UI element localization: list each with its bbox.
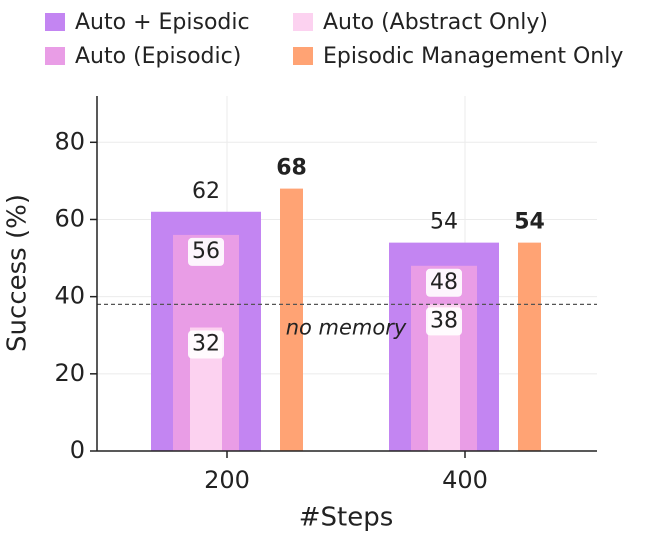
baseline-label: no memory (286, 315, 407, 339)
value-label: 54 (514, 210, 545, 235)
legend-swatch (45, 47, 65, 65)
value-label: 68 (276, 156, 307, 181)
y-tick-label: 40 (54, 282, 85, 310)
x-axis-label: #Steps (299, 503, 394, 533)
legend-swatch (293, 13, 313, 31)
bar (518, 242, 541, 451)
value-label: 38 (430, 308, 458, 333)
label-box (426, 307, 462, 336)
x-tick-label: 400 (442, 466, 488, 494)
legend-label: Auto + Episodic (75, 10, 250, 35)
value-label: 56 (192, 239, 220, 264)
x-tick-label: 200 (204, 466, 250, 494)
label-box (426, 268, 462, 297)
legend-swatch (45, 13, 65, 31)
value-label: 32 (192, 332, 220, 357)
bar (280, 188, 303, 451)
value-label: 54 (430, 210, 458, 235)
value-label: 48 (430, 270, 458, 295)
legend-label: Auto (Abstract Only) (323, 10, 548, 35)
label-box (188, 237, 224, 266)
label-box (188, 330, 224, 359)
legend-label: Auto (Episodic) (75, 44, 241, 69)
legend-label: Episodic Management Only (323, 44, 623, 69)
y-tick-label: 20 (54, 359, 85, 387)
legend-swatch (293, 47, 313, 65)
y-axis-label: Success (%) (3, 194, 33, 352)
y-tick-label: 60 (54, 204, 85, 232)
y-tick-label: 0 (70, 436, 85, 464)
value-label: 62 (192, 179, 220, 204)
y-tick-label: 80 (54, 127, 85, 155)
